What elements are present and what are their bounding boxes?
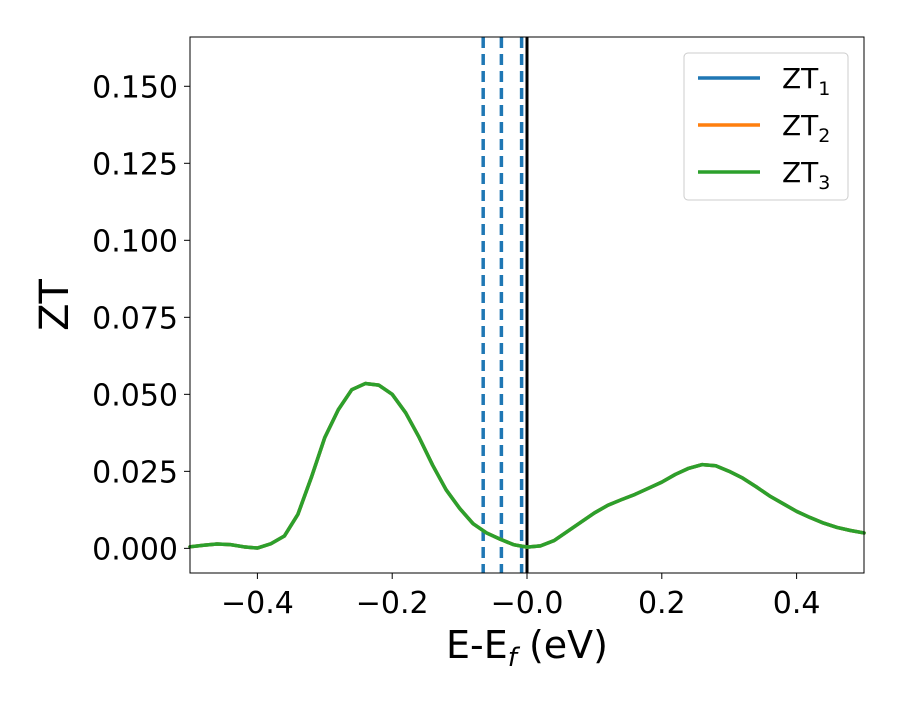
y-axis-ticks: 0.000 0.025 0.050 0.075 0.100 0.125 0.150 (92, 70, 190, 567)
plot-frame (189, 36, 865, 574)
legend-label-zt1: ZT1 (782, 62, 830, 100)
y-tick-label: 0.125 (92, 147, 178, 182)
y-axis-label: ZT (32, 279, 78, 331)
series-lines (188, 381, 866, 550)
x-tick-label: −0.2 (356, 586, 429, 621)
legend-box (683, 52, 849, 201)
x-tick-label: 0.4 (773, 586, 821, 621)
reference-lines (481, 37, 529, 573)
x-tick-label: −0.0 (491, 586, 564, 621)
x-tick-label: −0.4 (221, 586, 294, 621)
x-tick-label: 0.2 (638, 586, 686, 621)
series-line-zt3 (188, 381, 866, 550)
y-tick-label: 0.150 (92, 70, 178, 105)
x-axis-label: E-Ef (eV) (446, 623, 608, 673)
y-tick-label: 0.025 (92, 455, 178, 490)
legend: ZT1 ZT2 ZT3 (683, 52, 849, 201)
y-tick-label: 0.075 (92, 301, 178, 336)
legend-label-zt3: ZT3 (782, 156, 830, 194)
y-tick-label: 0.000 (92, 532, 178, 567)
y-tick-label: 0.100 (92, 224, 178, 259)
legend-label-zt2: ZT2 (782, 109, 830, 147)
x-axis-label-unit: (eV) (517, 623, 608, 667)
x-axis-ticks: −0.4 −0.2 −0.0 0.2 0.4 (221, 573, 820, 621)
y-tick-label: 0.050 (92, 378, 178, 413)
